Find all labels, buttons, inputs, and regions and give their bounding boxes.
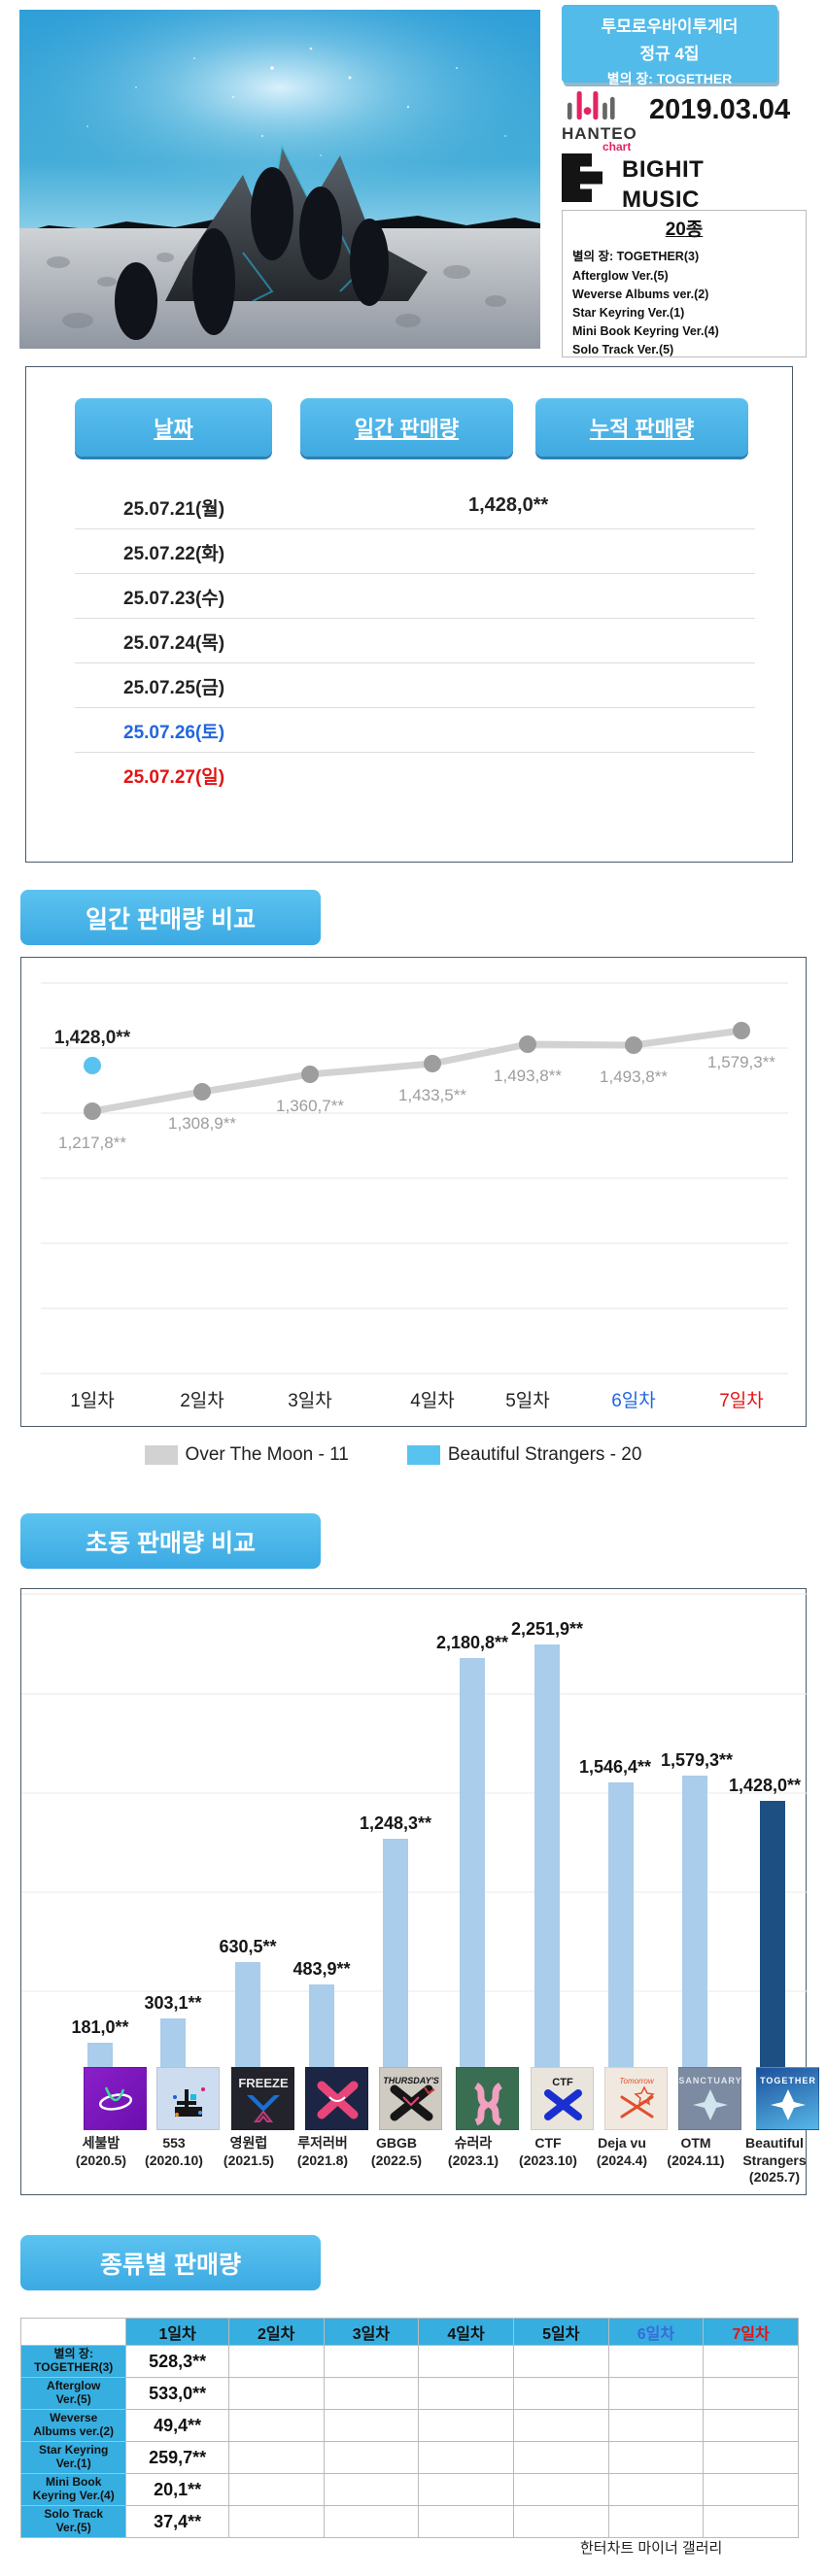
svg-text:7일차: 7일차 bbox=[719, 1390, 764, 1411]
svg-text:TOGETHER: TOGETHER bbox=[760, 2076, 816, 2085]
svg-text:1,579,3**: 1,579,3** bbox=[707, 1053, 775, 1071]
svg-text:4일차: 4일차 bbox=[410, 1390, 455, 1411]
svg-text:181,0**: 181,0** bbox=[71, 2017, 128, 2037]
svg-text:1,493,8**: 1,493,8** bbox=[600, 1068, 668, 1086]
svg-text:1,579,3**: 1,579,3** bbox=[661, 1750, 733, 1770]
svg-text:1,433,5**: 1,433,5** bbox=[398, 1086, 466, 1104]
svg-text:1일차: 1일차 bbox=[70, 1390, 115, 1411]
svg-text:FREEZE: FREEZE bbox=[238, 2076, 289, 2090]
svg-text:1,217,8**: 1,217,8** bbox=[58, 1134, 126, 1152]
svg-text:5일차: 5일차 bbox=[505, 1390, 550, 1411]
svg-text:1,248,3**: 1,248,3** bbox=[360, 1813, 431, 1833]
svg-text:2,180,8**: 2,180,8** bbox=[436, 1633, 508, 1652]
svg-text:483,9**: 483,9** bbox=[293, 1959, 350, 1979]
svg-text:THURSDAY'S: THURSDAY'S bbox=[383, 2076, 438, 2085]
svg-text:1,546,4**: 1,546,4** bbox=[579, 1757, 651, 1777]
svg-text:630,5**: 630,5** bbox=[219, 1937, 276, 1956]
svg-text:6일차: 6일차 bbox=[611, 1390, 656, 1411]
svg-text:1,428,0**: 1,428,0** bbox=[729, 1776, 801, 1795]
svg-text:1,360,7**: 1,360,7** bbox=[276, 1097, 344, 1115]
svg-text:2,251,9**: 2,251,9** bbox=[511, 1619, 583, 1639]
svg-text:CTF: CTF bbox=[552, 2077, 573, 2088]
svg-text:SANCTUARY: SANCTUARY bbox=[679, 2076, 742, 2085]
svg-text:1,308,9**: 1,308,9** bbox=[168, 1114, 236, 1133]
svg-text:Tomorrow: Tomorrow bbox=[619, 2077, 654, 2085]
svg-text:2일차: 2일차 bbox=[180, 1390, 224, 1411]
svg-text:1,428,0**: 1,428,0** bbox=[54, 1028, 131, 1048]
svg-text:3일차: 3일차 bbox=[288, 1390, 332, 1411]
svg-text:303,1**: 303,1** bbox=[144, 1993, 201, 2013]
svg-text:1,493,8**: 1,493,8** bbox=[494, 1067, 562, 1085]
